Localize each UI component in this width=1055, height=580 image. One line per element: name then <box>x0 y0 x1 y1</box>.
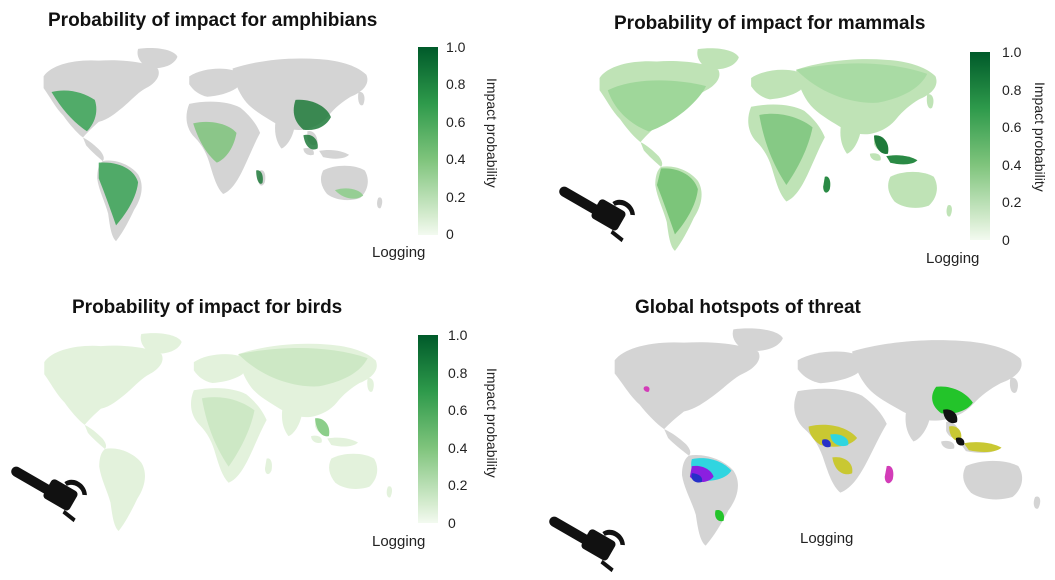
panel-title: Probability of impact for birds <box>72 297 343 318</box>
tick-label: 0.6 <box>446 114 466 130</box>
tick-label: 0.2 <box>448 477 468 493</box>
tick-label: 0.4 <box>1002 157 1022 173</box>
impact-overlay <box>607 63 928 235</box>
chainsaw-icon <box>11 466 87 523</box>
chainsaw-icon <box>549 516 625 573</box>
panel-birds: Probability of impact for birds 1.0 0.8 … <box>0 290 520 580</box>
colorbar <box>970 52 990 240</box>
tick-label: 0.8 <box>448 365 468 381</box>
colorbar <box>418 47 438 235</box>
tick-label: 0 <box>446 226 454 242</box>
tick-label: 1.0 <box>446 39 466 55</box>
tick-label: 0.4 <box>448 440 468 456</box>
threat-label: Logging <box>372 533 426 550</box>
threat-label: Logging <box>926 250 980 267</box>
impact-overlay <box>201 347 368 467</box>
world-map <box>43 48 383 242</box>
panel-title: Global hotspots of threat <box>635 297 861 318</box>
tick-label: 1.0 <box>1002 44 1022 60</box>
panel-title: Probability of impact for mammals <box>614 13 926 34</box>
tick-label: 1.0 <box>448 327 468 343</box>
panel-title: Probability of impact for amphibians <box>48 10 378 31</box>
colorbar <box>418 335 438 523</box>
colorbar-title: Impact probability <box>1032 82 1048 192</box>
threat-label: Logging <box>372 244 426 261</box>
tick-label: 0.8 <box>446 76 466 92</box>
tick-label: 0.4 <box>446 151 466 167</box>
threat-label: Logging <box>800 530 854 547</box>
chainsaw-icon <box>559 186 635 243</box>
impact-overlay <box>51 90 364 226</box>
tick-label: 0.6 <box>1002 119 1022 135</box>
panel-amphibians: Probability of impact for amphibians 1.0… <box>0 0 520 285</box>
panel-mammals: Probability of impact for mammals 1.0 0.… <box>530 0 1055 285</box>
world-map <box>44 333 393 531</box>
colorbar-title: Impact probability <box>484 368 500 478</box>
colorbar-title: Impact probability <box>484 78 500 188</box>
tick-label: 0 <box>1002 232 1010 248</box>
panel-hotspots: Global hotspots of threat Logging <box>530 290 1055 580</box>
world-map <box>599 48 952 251</box>
world-map <box>614 328 1041 546</box>
tick-label: 0.2 <box>1002 194 1022 210</box>
tick-label: 0.8 <box>1002 82 1022 98</box>
tick-label: 0.6 <box>448 402 468 418</box>
hotspot-overlay <box>643 386 1002 522</box>
tick-label: 0.2 <box>446 189 466 205</box>
tick-label: 0 <box>448 515 456 531</box>
